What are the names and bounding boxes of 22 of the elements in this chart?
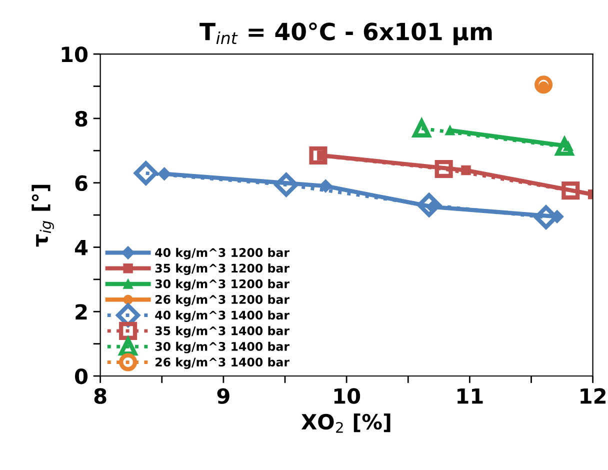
- legend-label: 30 kg/m^3 1400 bar: [155, 342, 290, 354]
- x-tick-label: 11: [458, 388, 483, 404]
- legend-label: 35 kg/m^3 1200 bar: [155, 264, 290, 276]
- y-tick-label: 8: [75, 110, 88, 127]
- y-tick-label: 4: [74, 240, 88, 256]
- y-axis-title: τ$_{ig}$ [°]: [32, 184, 54, 247]
- y-tick-label: 6: [75, 175, 88, 192]
- legend-label: 26 kg/m^3 1200 bar: [156, 294, 290, 306]
- x-tick-label: 8: [94, 388, 106, 404]
- legend-label: 35 kg/m^3 1400 bar: [155, 326, 290, 338]
- x-tick-label: 9: [217, 388, 230, 404]
- chart-title: T$_{int}$ = 40°C - 6x101 µm: [200, 22, 492, 46]
- legend-label: 40 kg/m^3 1200 bar: [155, 248, 290, 260]
- x-tick-label: 10: [334, 388, 360, 404]
- legend-label: 30 kg/m^3 1200 bar: [155, 279, 290, 291]
- legend-label: 26 kg/m^3 1400 bar: [156, 357, 290, 369]
- x-axis-title: XO$_{2}$ [%]: [301, 414, 390, 433]
- y-tick-label: 10: [62, 46, 88, 62]
- x-tick-label: 12: [580, 388, 606, 404]
- legend-label: 40 kg/m^3 1400 bar: [155, 310, 290, 322]
- y-tick-label: 2: [76, 304, 87, 320]
- y-tick-label: 0: [75, 368, 88, 384]
